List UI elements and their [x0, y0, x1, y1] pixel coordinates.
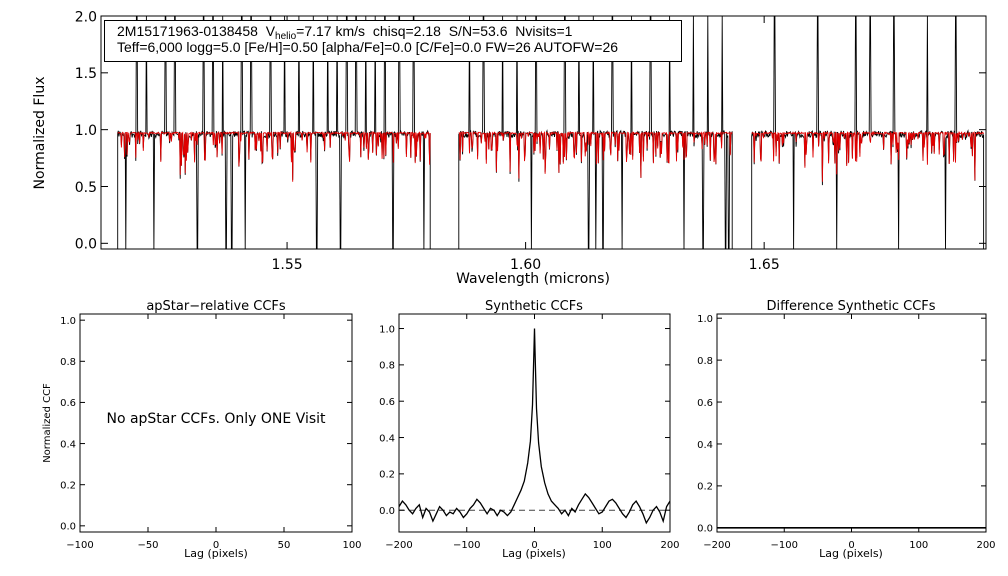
- apstar-ccf-y-tick-label: 0.4: [60, 439, 76, 450]
- difference-ccf-x-tick-label: 100: [909, 540, 928, 551]
- synthetic-ccf-panel: −200 −100 0 100 200 0.0 0.2 0.4 0.6 0.8 1.0 Synthe…: [379, 299, 679, 560]
- spectrum-x-tick-label: 1.65: [749, 257, 780, 273]
- synthetic-ccf-y-tick-label: 0.6: [379, 397, 395, 408]
- apstar-ccf-x-tick-label: −50: [137, 540, 158, 551]
- difference-ccf-x-tick-label: 0: [848, 540, 854, 551]
- synthetic-ccf-y-tick-label: 0.4: [379, 433, 395, 444]
- apstar-ccf-x-tick-label: 0: [213, 540, 219, 551]
- apstar-ccf-y-tick-label: 1.0: [60, 316, 76, 327]
- synthetic-ccf-ticks: −200 −100 0 100 200 0.0 0.2 0.4 0.6 0.8 1.0: [379, 314, 680, 551]
- spectrum-y-tick-label: 0.5: [75, 180, 97, 196]
- apstar-ccf-panel: −100 −50 0 50 100 0.0 0.2 0.4 0.6 0.8 1.0 apStar−r…: [42, 299, 362, 560]
- synthetic-ccf-y-tick-label: 0.8: [379, 361, 395, 372]
- spectrum-x-tick-label: 1.60: [510, 257, 541, 273]
- no-ccf-annotation: No apStar CCFs. Only ONE Visit: [106, 411, 326, 427]
- spectrum-x-axis-label: Wavelength (microns): [456, 271, 610, 287]
- synthetic-ccf-y-tick-label: 0.0: [379, 506, 395, 517]
- synthetic-ccf-series: [398, 328, 671, 525]
- synthetic-ccf-x-tick-label: −200: [385, 540, 412, 551]
- synthetic-ccf-title: Synthetic CCFs: [485, 299, 583, 314]
- apstar-ccf-x-tick-label: 100: [342, 540, 361, 551]
- apstar-ccf-y-tick-label: 0.6: [60, 398, 76, 409]
- difference-ccf-y-tick-label: 0.4: [697, 440, 713, 451]
- difference-ccf-y-tick-label: 0.2: [697, 482, 713, 493]
- apstar-ccf-x-tick-label: −100: [66, 540, 93, 551]
- difference-ccf-title: Difference Synthetic CCFs: [766, 299, 935, 314]
- spectrum-y-axis-label: Normalized Flux: [32, 77, 48, 190]
- spectrum-y-tick-label: 0.0: [75, 237, 97, 253]
- synthetic-ccf-y-tick-label: 0.2: [379, 470, 395, 481]
- difference-ccf-x-tick-label: 200: [976, 540, 995, 551]
- star-id: 2M15171963-0138458: [117, 23, 258, 39]
- spectrum-series: [117, 15, 985, 250]
- difference-ccf-y-tick-label: 0.8: [697, 356, 713, 367]
- synthetic-ccf-x-tick-label: −100: [453, 540, 480, 551]
- synthetic-ccf-x-axis-label: Lag (pixels): [502, 547, 566, 560]
- apstar-ccf-y-axis-label: Normalized CCF: [42, 383, 53, 463]
- nvisits-value: Nvisits=1: [515, 23, 573, 39]
- difference-ccf-plot-frame: [716, 313, 987, 533]
- difference-ccf-x-tick-label: −100: [771, 540, 798, 551]
- spectrum-ticks: 1.55 1.60 1.65 0.0 0.5 1.0 1.5 2.0: [75, 9, 986, 273]
- difference-ccf-x-tick-label: −200: [703, 540, 730, 551]
- model-spectrum-line: [117, 130, 431, 182]
- difference-ccf-y-tick-label: 0.6: [697, 398, 713, 409]
- spectrum-plot-frame: [100, 15, 987, 250]
- difference-ccf-ticks: −200 −100 0 100 200 0.0 0.2 0.4 0.6 0.8 1.0: [697, 314, 995, 551]
- apstar-ccf-y-tick-label: 0.0: [60, 522, 76, 533]
- difference-ccf-y-tick-label: 1.0: [697, 314, 713, 325]
- spectrum-y-tick-label: 2.0: [75, 9, 97, 25]
- spectrum-x-tick-label: 1.55: [271, 257, 302, 273]
- synthetic-ccf-line: [398, 328, 671, 525]
- apstar-ccf-y-tick-label: 0.8: [60, 357, 76, 368]
- vhelio-label: V: [265, 23, 276, 39]
- apstar-ccf-x-axis-label: Lag (pixels): [184, 547, 248, 560]
- vhelio-value: =7.17 km/s: [296, 23, 366, 39]
- synthetic-ccf-x-tick-label: 200: [660, 540, 679, 551]
- stellar-params: Teff=6,000 logg=5.0 [Fe/H]=0.50 [alpha/F…: [117, 39, 619, 55]
- star-info-box: 2M15171963-0138458 Vhelio=7.17 km/s chis…: [104, 20, 682, 62]
- vhelio-subscript: helio: [275, 31, 297, 42]
- apstar-ccf-x-tick-label: 50: [278, 540, 291, 551]
- synthetic-ccf-x-tick-label: 0: [531, 540, 537, 551]
- synthetic-ccf-y-tick-label: 1.0: [379, 324, 395, 335]
- apstar-ccf-ticks: −100 −50 0 50 100 0.0 0.2 0.4 0.6 0.8 1.0: [60, 314, 362, 551]
- synthetic-ccf-x-tick-label: 100: [593, 540, 612, 551]
- model-spectrum-line: [458, 130, 733, 179]
- difference-ccf-x-axis-label: Lag (pixels): [819, 547, 883, 560]
- model-spectrum-line: [751, 130, 985, 182]
- spectrum-y-tick-label: 1.5: [75, 66, 97, 82]
- spectrum-y-tick-label: 1.0: [75, 123, 97, 139]
- apstar-ccf-y-tick-label: 0.2: [60, 480, 76, 491]
- difference-ccf-y-tick-label: 0.0: [697, 524, 713, 535]
- sn-value: S/N=53.6: [448, 23, 508, 39]
- star-info-line-1: 2M15171963-0138458 Vhelio=7.17 km/s chis…: [117, 23, 681, 42]
- difference-ccf-panel: −200 −100 0 100 200 0.0 0.2 0.4 0.6 0.8 1.0 Differ…: [697, 299, 995, 560]
- chisq-value: chisq=2.18: [372, 23, 441, 39]
- spectrum-panel: 1.55 1.60 1.65 0.0 0.5 1.0 1.5 2.0 Wavelength (…: [32, 9, 987, 287]
- apstar-ccf-title: apStar−relative CCFs: [146, 299, 286, 314]
